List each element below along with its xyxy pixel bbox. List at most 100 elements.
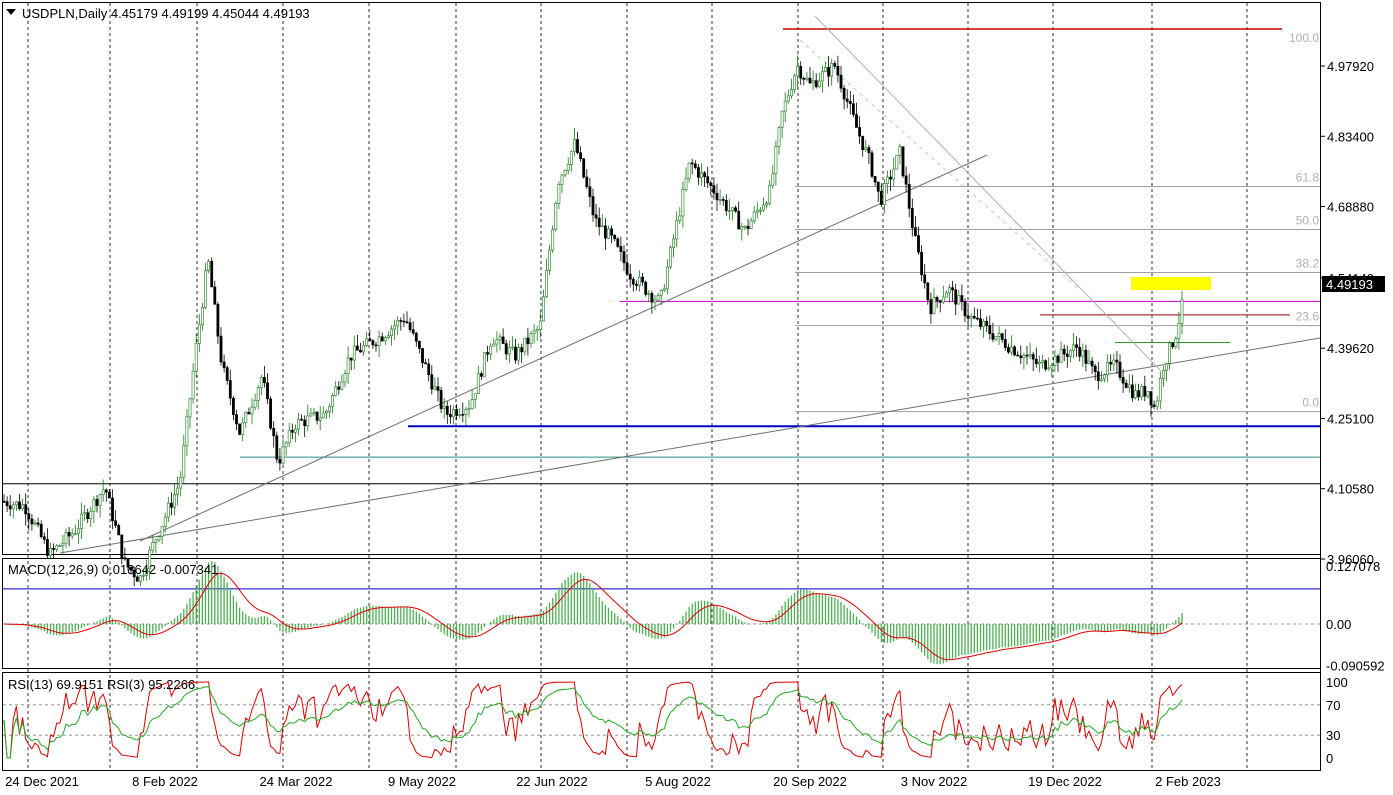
candle-body	[331, 395, 335, 407]
candle-body	[24, 504, 28, 515]
candle-body	[355, 345, 359, 351]
candle-body	[988, 325, 992, 334]
candle-body	[734, 207, 738, 212]
candle-body	[944, 292, 948, 298]
candle-body	[889, 176, 893, 180]
candle-body	[70, 533, 74, 537]
candle-body	[700, 172, 703, 178]
candle-body	[833, 63, 837, 67]
candle-body	[1134, 390, 1137, 399]
candle-body	[27, 513, 31, 520]
candle-body	[656, 295, 660, 301]
candle-body	[492, 343, 496, 347]
candle-body	[427, 363, 431, 375]
candle-body	[724, 199, 728, 212]
candle-body	[228, 380, 232, 399]
candle-body	[851, 103, 855, 115]
candle-body	[52, 548, 56, 550]
candle-body	[746, 226, 750, 229]
price-tick-label: 4.39620	[1327, 341, 1374, 356]
symbol-header: USDPLN,Daily 4.45179 4.49199 4.45044 4.4…	[22, 6, 310, 21]
candle-body	[969, 315, 973, 319]
candle-body	[1096, 371, 1100, 382]
candle-body	[349, 357, 353, 361]
candle-body	[799, 66, 803, 79]
candle-body	[479, 373, 483, 377]
candle-body	[743, 226, 747, 228]
candle-body	[287, 429, 291, 444]
rsi-series	[3, 681, 1320, 759]
candle-body	[566, 164, 570, 171]
candle-body	[938, 300, 942, 303]
candle-body	[749, 220, 753, 229]
candle-body	[951, 287, 955, 291]
candle-body	[284, 442, 288, 448]
candle-body	[802, 77, 806, 80]
candle-body	[191, 370, 195, 400]
candle-body	[870, 152, 874, 177]
candle-body	[820, 71, 824, 82]
price-tick-label: 4.25100	[1327, 411, 1374, 426]
vertical-grid	[27, 3, 1248, 770]
candle-body	[352, 345, 356, 361]
candle-body	[1109, 361, 1113, 365]
fib-level-label: 61.8	[1296, 170, 1320, 184]
date-tick-label: 2 Feb 2023	[1155, 774, 1221, 789]
candle-body	[1006, 347, 1010, 353]
candle-body	[563, 169, 567, 176]
candle-body	[300, 418, 304, 421]
price-tick-label: 3.96060	[1327, 552, 1374, 567]
candle-body	[979, 318, 982, 327]
candle-body	[997, 333, 1001, 337]
candle-body	[957, 295, 961, 305]
candle-body	[49, 548, 52, 556]
candle-body	[278, 458, 282, 464]
candle-body	[625, 262, 629, 275]
candle-body	[1072, 344, 1075, 351]
candle-body	[1034, 358, 1038, 365]
candle-body	[879, 191, 883, 205]
candle-body	[560, 174, 564, 185]
candle-body	[185, 416, 189, 447]
candle-body	[247, 412, 251, 415]
candle-body	[526, 337, 530, 345]
candle-body	[836, 66, 840, 76]
candle-body	[80, 513, 83, 529]
candle-body	[1137, 390, 1141, 398]
candle-body	[892, 168, 896, 180]
rsi-tick-label: 0	[1326, 751, 1333, 766]
candle-body	[1056, 355, 1060, 363]
candle-body	[411, 329, 415, 334]
candle-body	[839, 74, 843, 89]
candle-body	[808, 77, 812, 84]
candle-body	[554, 202, 558, 230]
candle-body	[796, 66, 800, 77]
candle-body	[758, 209, 762, 212]
candle-body	[901, 146, 905, 177]
candle-body	[917, 235, 920, 253]
candle-body	[83, 512, 87, 515]
candle-body	[309, 413, 313, 417]
candle-body	[61, 542, 65, 546]
candle-body	[95, 499, 99, 506]
candle-body	[241, 422, 245, 435]
candle-body	[1010, 346, 1013, 353]
macd-series	[3, 561, 1320, 665]
candle-body	[476, 373, 480, 395]
candle-body	[628, 273, 632, 280]
dropdown-triangle-icon[interactable]	[6, 9, 16, 15]
candle-body	[1031, 354, 1035, 360]
candle-body	[1000, 333, 1004, 340]
candle-body	[123, 557, 127, 560]
candle-body	[582, 158, 586, 178]
candle-body	[1127, 384, 1131, 388]
candle-body	[89, 511, 93, 520]
fib-level-label: 38.2	[1296, 256, 1320, 270]
candle-body	[1081, 349, 1085, 357]
candle-body	[262, 377, 266, 384]
candle-body	[848, 101, 852, 105]
candle-body	[1168, 342, 1172, 364]
candle-body	[771, 173, 775, 186]
candle-body	[501, 336, 505, 344]
